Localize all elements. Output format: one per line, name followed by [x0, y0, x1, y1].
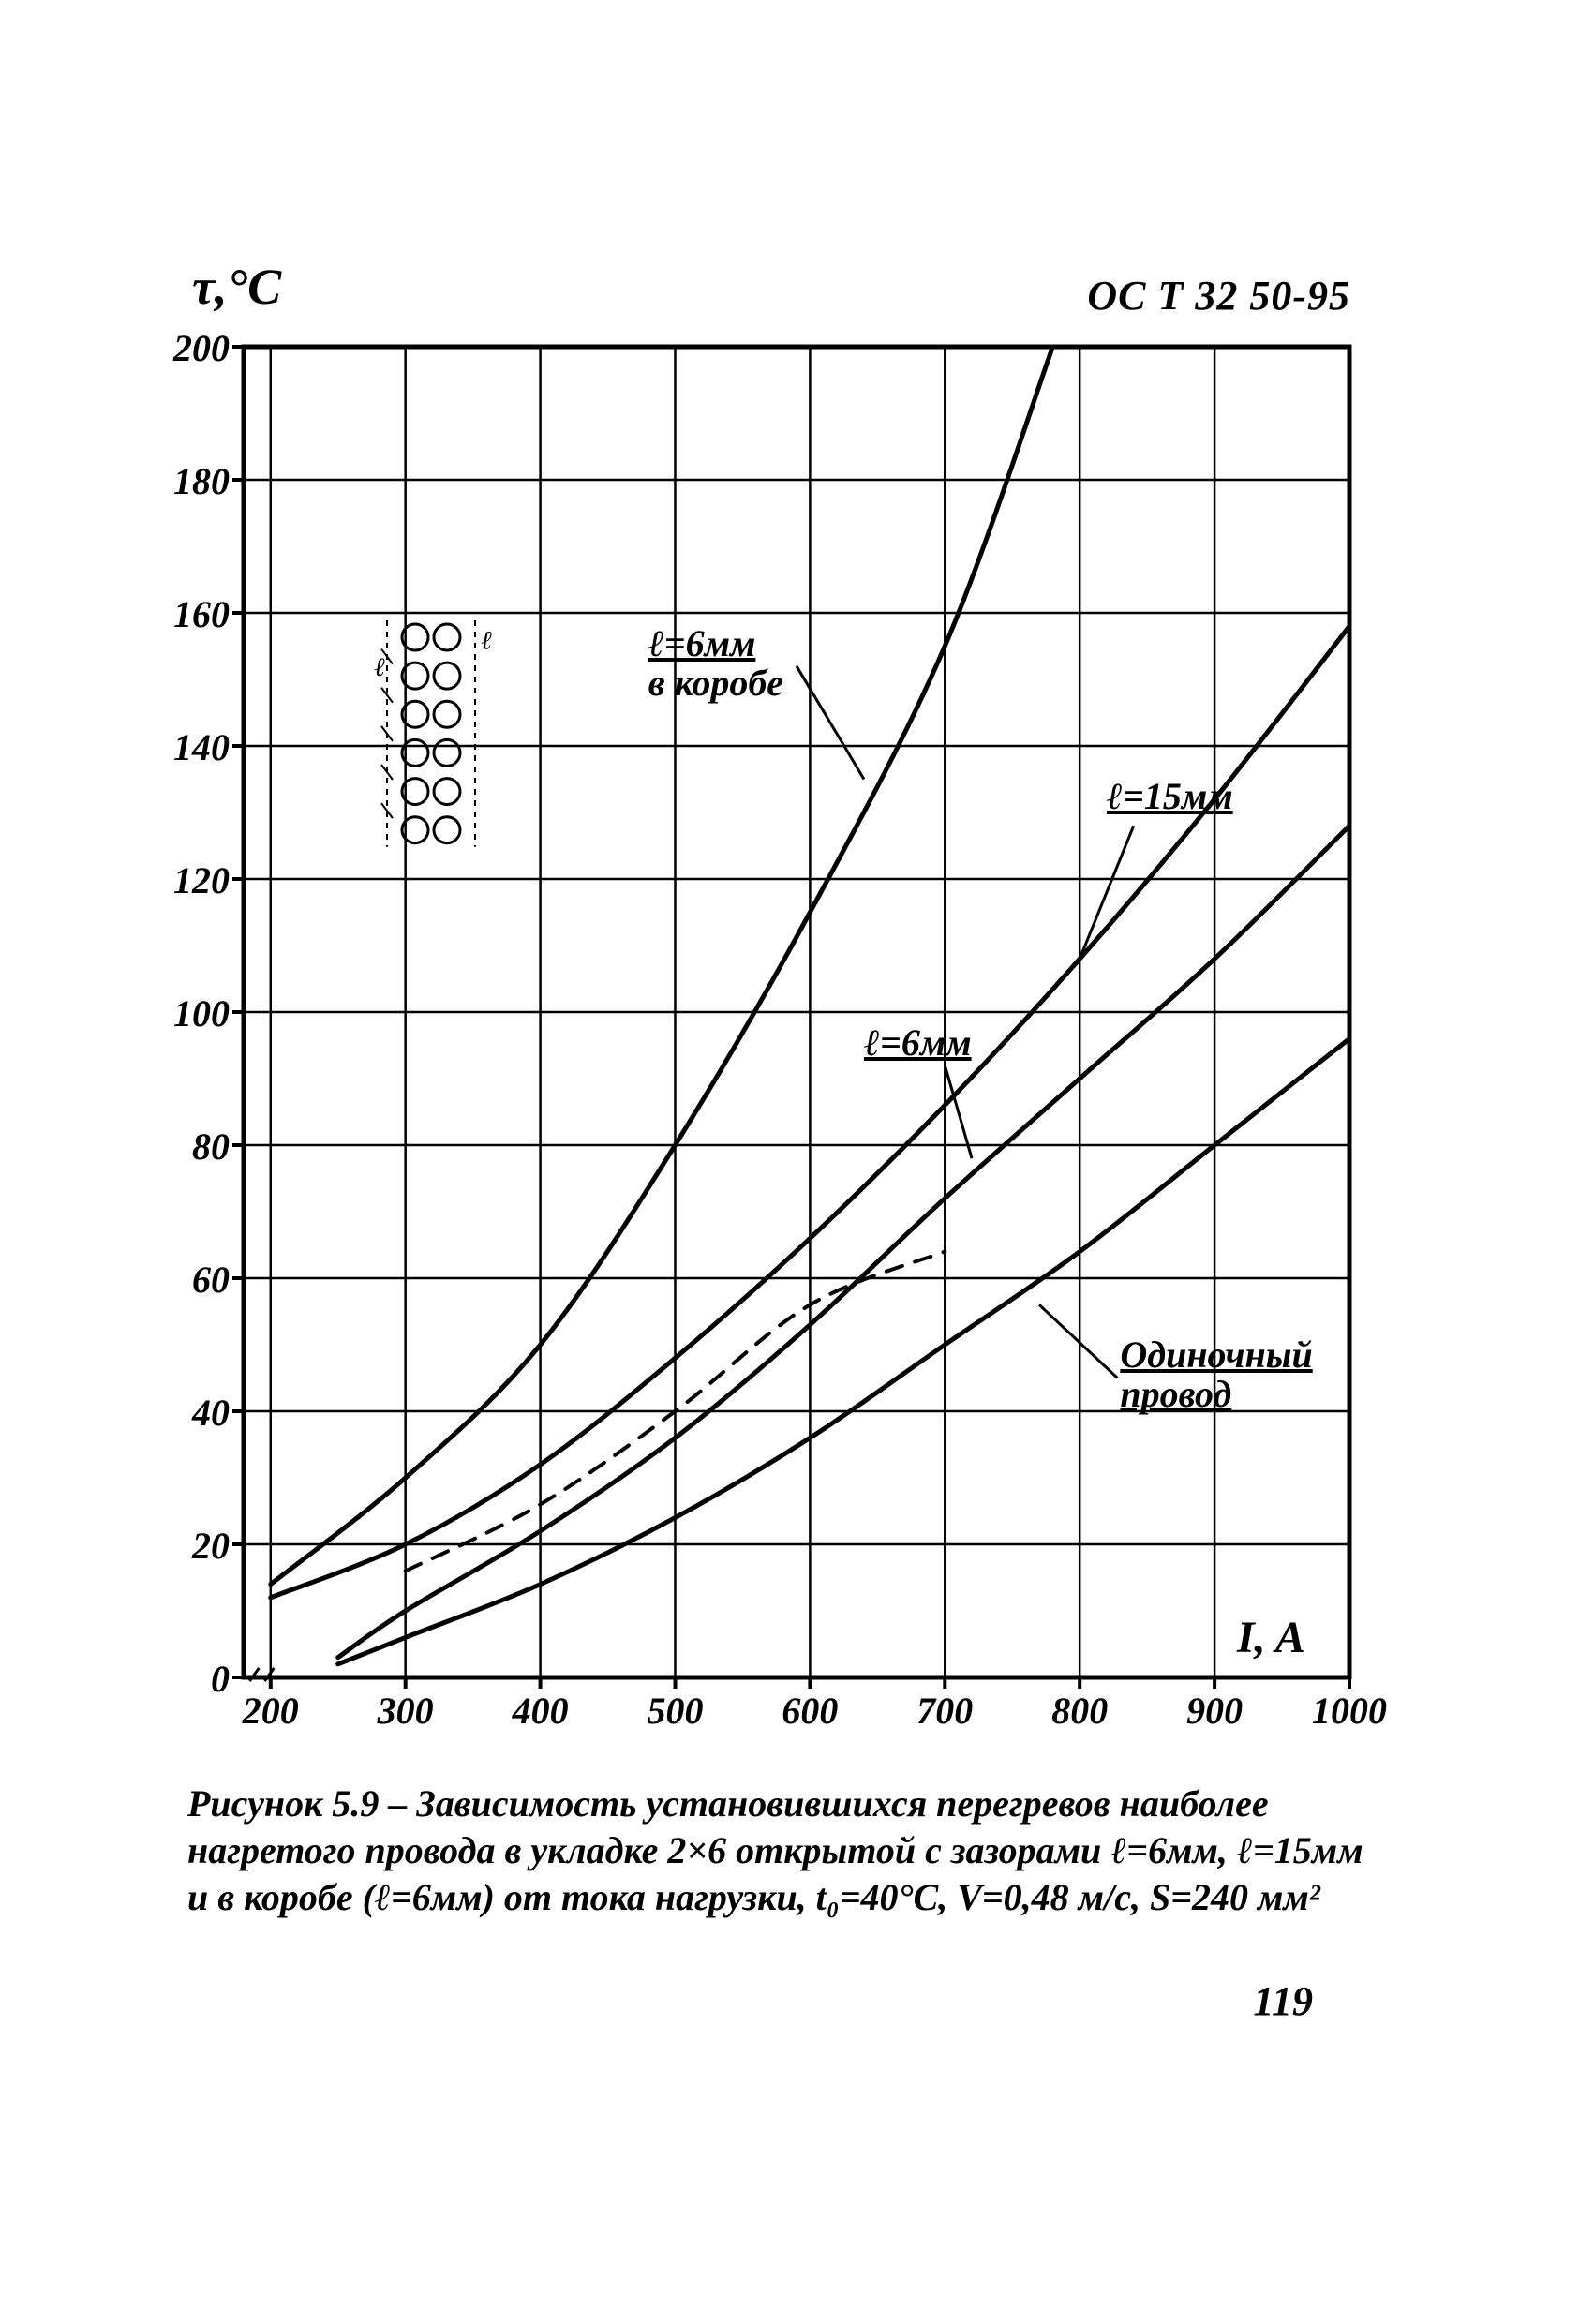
svg-text:ℓ: ℓ [374, 653, 385, 682]
series-label: Одиночный провод [1120, 1335, 1312, 1414]
document-code: ОС Т 32 50-95 [1087, 272, 1350, 320]
y-tick-label: 140 [145, 725, 230, 769]
page: ОС Т 32 50-95 τ,°C ℓℓ 020406080100120140… [0, 0, 1594, 2324]
x-tick-label: 500 [628, 1689, 722, 1733]
inset-diagram: ℓℓ [337, 618, 525, 862]
y-tick-label: 40 [145, 1391, 230, 1435]
chart: ℓℓ 0204060801001201401601802002003004005… [216, 337, 1368, 1724]
y-tick-label: 200 [145, 326, 230, 370]
y-tick-label: 80 [145, 1125, 230, 1169]
x-tick-label: 300 [359, 1689, 453, 1733]
y-tick-label: 60 [145, 1258, 230, 1302]
page-number: 119 [1253, 1977, 1313, 2025]
x-tick-label: 700 [898, 1689, 991, 1733]
x-tick-label: 200 [224, 1689, 318, 1733]
series-label: ℓ=6мм в коробе [648, 624, 783, 703]
y-axis-title: τ,°C [192, 258, 281, 316]
figure-caption: Рисунок 5.9 – Зависимость установившихся… [187, 1780, 1368, 1921]
chart-svg [216, 337, 1368, 1724]
caption-prefix: Рисунок 5.9 – [187, 1782, 416, 1825]
x-tick-label: 400 [494, 1689, 588, 1733]
y-tick-label: 0 [145, 1657, 230, 1701]
y-tick-label: 160 [145, 592, 230, 636]
y-tick-label: 180 [145, 459, 230, 503]
x-tick-label: 800 [1033, 1689, 1126, 1733]
y-tick-label: 100 [145, 991, 230, 1035]
x-axis-title: I, A [1237, 1612, 1305, 1663]
y-tick-label: 120 [145, 858, 230, 902]
x-tick-label: 900 [1168, 1689, 1261, 1733]
x-tick-label: 600 [763, 1689, 857, 1733]
y-tick-label: 20 [145, 1524, 230, 1568]
series-label: ℓ=6мм [864, 1023, 972, 1063]
series-label: ℓ=15мм [1107, 777, 1233, 816]
x-tick-label: 1000 [1303, 1689, 1396, 1733]
svg-text:ℓ: ℓ [481, 626, 492, 655]
